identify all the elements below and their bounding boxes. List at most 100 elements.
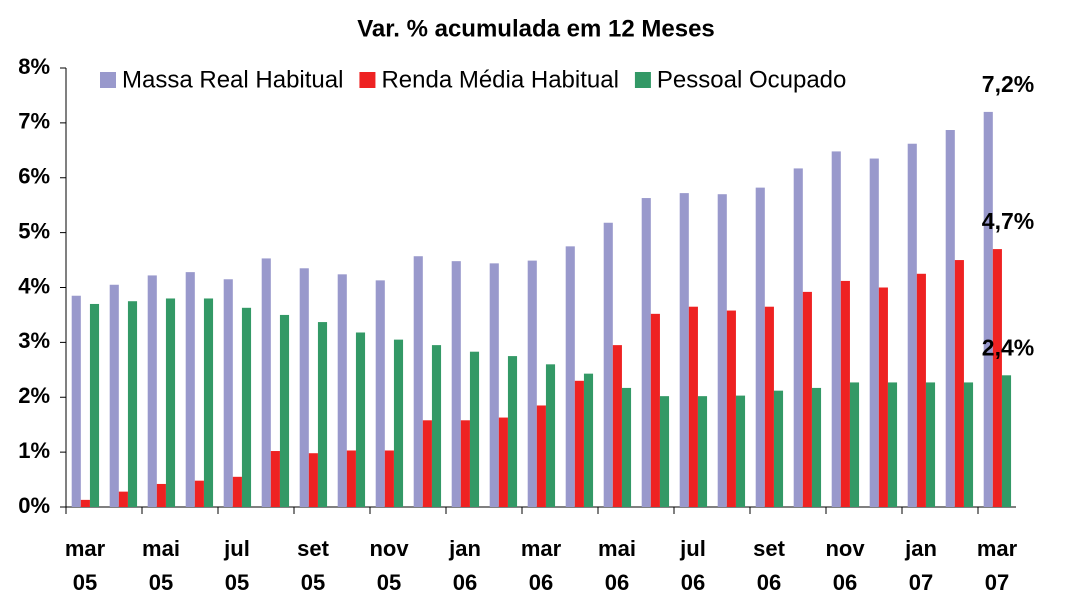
y-tick-label: 2%	[18, 383, 50, 408]
x-tick-label: 06	[529, 570, 553, 594]
bar	[413, 256, 423, 507]
bar	[498, 417, 508, 507]
y-tick-label: 4%	[18, 273, 50, 298]
x-tick-label: 06	[681, 570, 705, 594]
y-tick-label: 8%	[18, 54, 50, 79]
bar	[232, 476, 242, 507]
bar	[802, 291, 812, 507]
bar	[963, 382, 974, 507]
x-tick-label: mar	[521, 536, 562, 561]
y-tick-label: 1%	[18, 438, 50, 463]
bar	[194, 480, 204, 507]
x-tick-label: 06	[453, 570, 477, 594]
bar	[431, 345, 442, 507]
x-tick-label: mai	[142, 536, 180, 561]
bar	[203, 298, 214, 507]
bar	[831, 151, 841, 507]
legend-swatch	[359, 72, 376, 88]
x-tick-label: 05	[377, 570, 401, 594]
y-tick-label: 6%	[18, 164, 50, 189]
x-tick-label: mai	[598, 536, 636, 561]
bar	[156, 483, 166, 507]
bar	[612, 345, 622, 507]
x-tick-label: 05	[225, 570, 249, 594]
bar	[384, 450, 394, 507]
bar	[793, 168, 803, 507]
bar	[907, 143, 917, 508]
bar	[811, 387, 822, 507]
bar	[773, 390, 784, 507]
bar	[621, 387, 632, 507]
bar	[717, 194, 727, 507]
bar	[317, 322, 328, 507]
bar	[726, 310, 736, 507]
value-label: 2,4%	[982, 334, 1034, 360]
bar	[641, 198, 651, 507]
x-tick-label: set	[297, 536, 329, 561]
x-tick-label: 05	[149, 570, 173, 594]
x-tick-label: 06	[833, 570, 857, 594]
legend-label: Massa Real Habitual	[122, 66, 343, 93]
x-tick-label: jan	[904, 536, 937, 561]
bar	[583, 373, 594, 507]
bar	[697, 396, 708, 507]
bar	[270, 451, 280, 507]
y-tick-label: 0%	[18, 493, 50, 518]
bar	[840, 280, 850, 507]
bar	[945, 130, 955, 508]
bar	[241, 307, 252, 507]
bar	[688, 306, 698, 507]
bar	[393, 339, 404, 507]
x-tick-label: 06	[757, 570, 781, 594]
bar	[992, 249, 1002, 507]
bar	[118, 491, 128, 507]
bar	[574, 380, 584, 507]
x-tick-label: 05	[73, 570, 97, 594]
bar	[337, 274, 347, 507]
bar	[469, 351, 480, 507]
bar	[869, 158, 879, 507]
bar	[536, 405, 546, 507]
x-tick-label: mar	[977, 536, 1018, 561]
x-tick-label: 05	[301, 570, 325, 594]
bar	[147, 275, 157, 507]
bar	[279, 314, 290, 507]
bar	[735, 395, 746, 507]
y-tick-label: 7%	[18, 109, 50, 134]
bar	[299, 268, 309, 507]
bar	[71, 295, 81, 507]
legend-label: Renda Média Habitual	[381, 66, 618, 93]
bar	[887, 382, 898, 507]
bar	[489, 263, 499, 507]
x-tick-label: set	[753, 536, 785, 561]
bar	[346, 450, 356, 507]
bar	[451, 261, 461, 507]
x-tick-label: jan	[448, 536, 481, 561]
bar	[545, 364, 556, 507]
x-tick-label: 07	[909, 570, 933, 594]
bar	[223, 279, 233, 507]
y-tick-label: 5%	[18, 218, 50, 243]
value-label: 7,2%	[982, 71, 1034, 97]
bar	[185, 272, 195, 507]
x-tick-label: jul	[679, 536, 706, 561]
bar	[916, 273, 926, 507]
bar	[659, 396, 670, 507]
bar	[679, 193, 689, 508]
x-tick-label: 07	[985, 570, 1009, 594]
x-tick-label: nov	[369, 536, 409, 561]
x-tick-label: mar	[65, 536, 106, 561]
bar	[375, 280, 385, 507]
bar	[80, 499, 90, 507]
bar	[954, 260, 964, 507]
legend-label: Pessoal Ocupado	[657, 66, 846, 93]
bar	[755, 187, 765, 507]
bar	[308, 453, 318, 507]
legend-swatch	[100, 72, 116, 88]
bar	[89, 303, 100, 507]
legend-swatch	[634, 72, 651, 88]
bar	[507, 356, 518, 507]
bar	[849, 382, 860, 507]
x-tick-label: 06	[605, 570, 629, 594]
